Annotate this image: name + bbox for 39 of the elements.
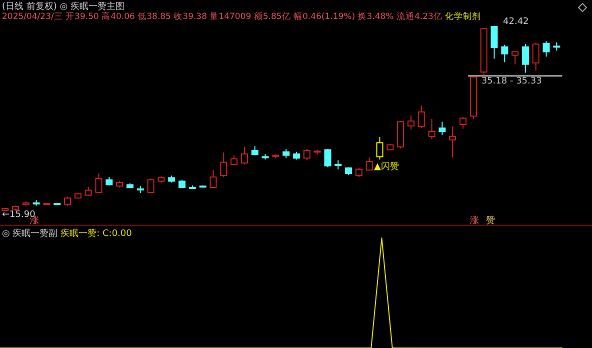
text: 化学制剂 [445, 12, 482, 22]
candlestick [376, 136, 384, 160]
candlestick [251, 146, 258, 156]
candlestick [147, 178, 154, 194]
candlestick [64, 196, 72, 206]
candlestick [355, 167, 362, 178]
candlestick [490, 25, 498, 60]
candlestick [240, 146, 248, 165]
text: 涨 [470, 214, 479, 227]
candlestick [324, 148, 332, 168]
chart-subtitle: ◎ 疾眠一赞主图 [60, 2, 124, 12]
candlestick [282, 148, 290, 159]
candlestick [512, 50, 519, 65]
annotation: 42.42 [503, 17, 529, 27]
candlestick [84, 186, 92, 196]
text: 疾眠一赞: [60, 229, 101, 239]
annotation: ▲闪赞 [374, 160, 399, 173]
text: 赞 [486, 214, 495, 227]
candlestick [407, 114, 414, 130]
candlestick [449, 126, 456, 158]
candlestick [418, 105, 425, 129]
candlestick [303, 148, 310, 161]
band-label: 35.18 - 35.33 [481, 76, 542, 86]
candlestick [210, 170, 217, 189]
candlestick [95, 173, 102, 194]
candlestick [522, 44, 529, 74]
candlestick [366, 156, 373, 172]
candlestick [428, 118, 436, 140]
chart-title: (日线 前复权) [2, 2, 57, 12]
candlestick [334, 160, 342, 170]
candlestick [438, 121, 446, 136]
chart-title: ◎ 疾眠一赞副 [2, 229, 58, 239]
candlestick [532, 42, 540, 72]
annotation: C:0.00 [102, 229, 132, 239]
candlestick [220, 152, 228, 178]
candlestick [501, 44, 508, 63]
candlestick [542, 40, 550, 58]
candlestick [460, 116, 467, 130]
text: 2025/04/23/三 开39.50 高40.06 低38.85 收39.38 量147009 额5.85亿 幅0.46(1.19%) 换3.48% 流通4.23亿 [2, 12, 442, 22]
